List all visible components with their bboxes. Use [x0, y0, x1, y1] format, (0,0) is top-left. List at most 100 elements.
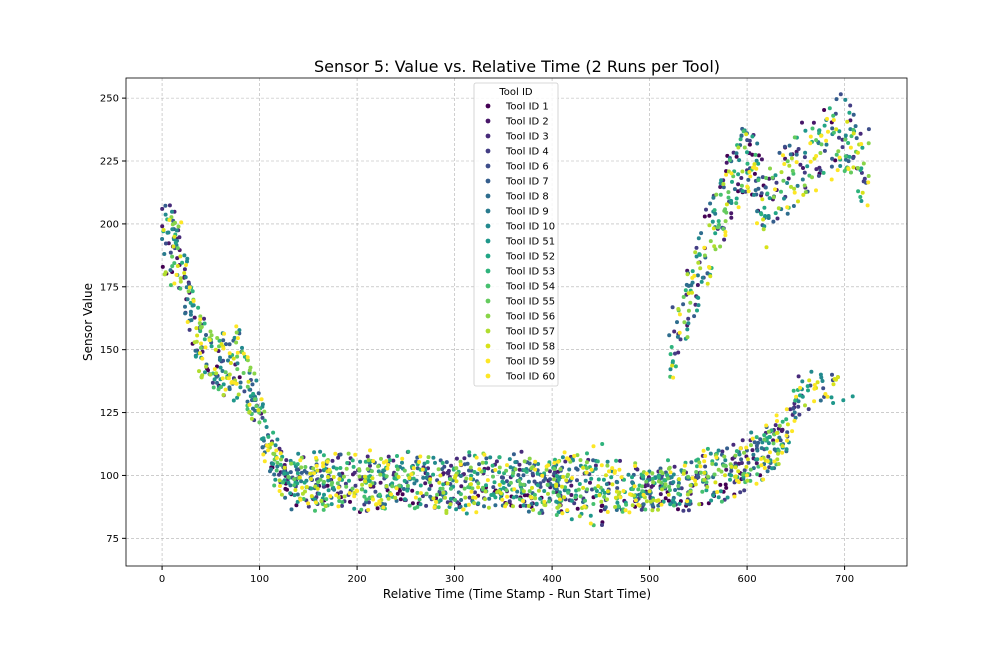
data-point — [819, 142, 824, 147]
data-point — [395, 491, 400, 496]
data-point — [535, 483, 540, 488]
data-point — [202, 321, 207, 326]
data-point — [588, 513, 593, 518]
data-point — [755, 209, 760, 214]
data-point — [707, 223, 712, 228]
data-point — [677, 501, 682, 506]
data-point — [759, 212, 764, 217]
data-point — [443, 495, 447, 500]
data-point — [749, 443, 753, 448]
data-point — [790, 429, 795, 434]
data-point — [840, 145, 845, 150]
data-point — [742, 145, 747, 150]
data-point — [770, 175, 775, 180]
x-tick-label: 200 — [348, 574, 367, 585]
data-point — [209, 344, 214, 349]
data-point — [352, 494, 357, 499]
chart-title: Sensor 5: Value vs. Relative Time (2 Run… — [314, 57, 720, 76]
data-point — [275, 460, 280, 465]
data-point — [682, 320, 687, 325]
data-point — [790, 168, 795, 173]
data-point — [162, 252, 167, 256]
data-point — [198, 314, 203, 319]
data-point — [644, 479, 649, 484]
data-point — [785, 205, 790, 210]
data-point — [596, 477, 601, 482]
data-point — [737, 452, 742, 457]
data-point — [598, 508, 603, 513]
data-point — [368, 483, 373, 488]
data-point — [792, 135, 797, 140]
data-point — [723, 458, 728, 463]
data-point — [284, 458, 289, 463]
data-point — [463, 495, 468, 500]
data-point — [424, 503, 429, 508]
data-point — [705, 281, 710, 286]
data-point — [668, 470, 673, 475]
data-point — [750, 134, 755, 139]
data-point — [866, 180, 871, 185]
data-point — [849, 170, 853, 175]
data-point — [501, 475, 505, 480]
data-point — [179, 220, 184, 225]
data-point — [812, 383, 817, 387]
data-point — [187, 282, 191, 286]
data-point — [824, 142, 829, 147]
data-point — [317, 491, 322, 496]
data-point — [486, 505, 491, 510]
data-point — [236, 392, 241, 397]
data-point — [771, 438, 776, 443]
data-point — [174, 228, 179, 233]
data-point — [264, 425, 269, 429]
data-point — [294, 467, 299, 472]
data-point — [174, 272, 179, 277]
data-point — [394, 486, 399, 491]
data-point — [321, 453, 326, 458]
data-point — [217, 344, 221, 349]
data-point — [187, 327, 192, 332]
data-point — [309, 477, 313, 481]
data-point — [681, 508, 686, 513]
data-point — [163, 241, 168, 246]
data-point — [530, 471, 535, 476]
data-point — [814, 188, 818, 193]
data-point — [465, 461, 470, 466]
data-point — [776, 206, 781, 211]
data-point — [170, 264, 175, 269]
data-point — [493, 468, 498, 472]
data-point — [231, 356, 236, 361]
data-point — [386, 454, 391, 459]
legend-marker — [485, 268, 491, 274]
data-point — [503, 504, 508, 509]
data-point — [817, 128, 822, 133]
data-point — [220, 369, 225, 373]
data-point — [681, 295, 686, 299]
data-point — [641, 492, 646, 497]
data-point — [477, 462, 482, 467]
data-point — [697, 460, 702, 465]
data-point — [468, 476, 473, 481]
data-point — [865, 203, 870, 208]
data-point — [713, 247, 718, 252]
data-point — [410, 488, 415, 493]
data-point — [240, 345, 244, 350]
data-point — [554, 482, 559, 487]
data-point — [668, 502, 673, 507]
data-point — [851, 112, 856, 117]
data-point — [618, 495, 623, 500]
data-point — [170, 254, 175, 259]
data-point — [555, 500, 560, 505]
data-point — [688, 499, 693, 504]
data-point — [656, 479, 661, 484]
data-point — [866, 127, 871, 132]
data-point — [796, 404, 801, 409]
data-point — [353, 452, 358, 457]
legend-label: Tool ID 3 — [505, 132, 549, 143]
data-point — [379, 456, 383, 461]
data-point — [668, 352, 673, 357]
data-point — [724, 160, 729, 165]
data-point — [453, 473, 458, 478]
data-point — [711, 195, 716, 200]
data-point — [820, 379, 825, 383]
data-point — [686, 316, 691, 321]
